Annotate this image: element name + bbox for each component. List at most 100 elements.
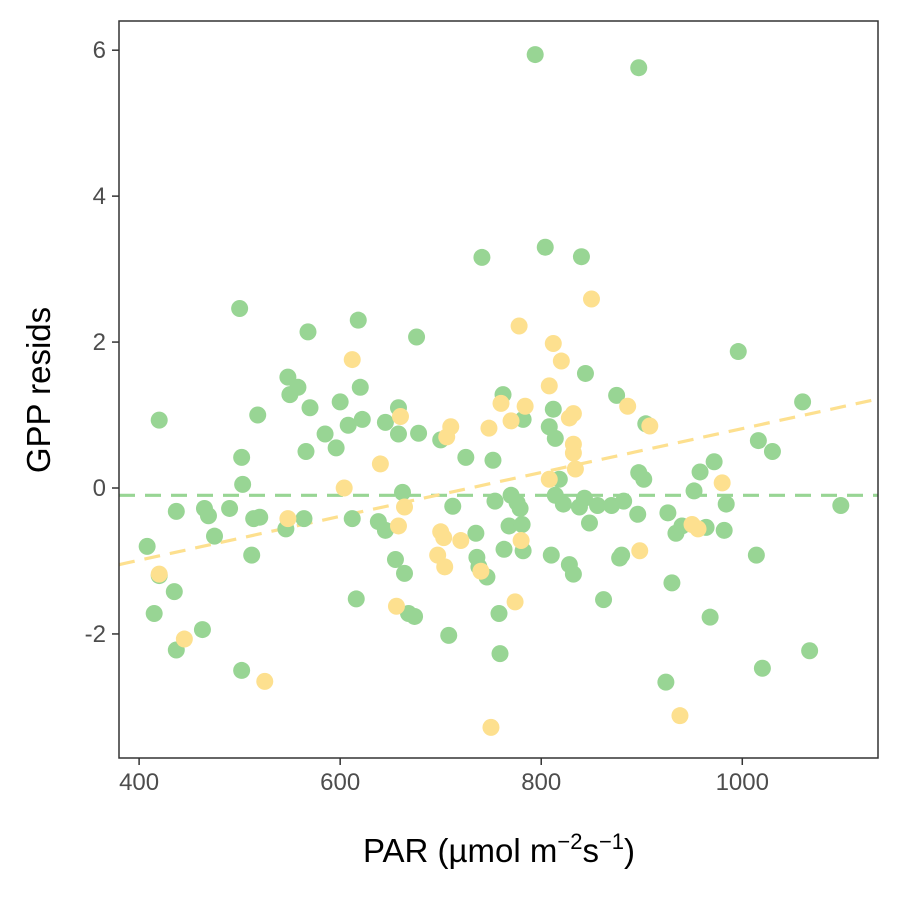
green-point bbox=[393, 483, 411, 501]
yellow-point bbox=[389, 517, 407, 535]
green-point bbox=[613, 546, 631, 564]
y-tick-label: 4 bbox=[93, 183, 106, 210]
yellow-point bbox=[387, 597, 405, 615]
green-point bbox=[491, 645, 509, 663]
green-point bbox=[353, 410, 371, 428]
yellow-point bbox=[510, 317, 528, 335]
green-point bbox=[511, 499, 529, 517]
green-point bbox=[615, 492, 633, 510]
green-point bbox=[749, 432, 767, 450]
green-point bbox=[376, 521, 394, 539]
green-point bbox=[589, 497, 607, 515]
green-point bbox=[657, 673, 675, 691]
green-point bbox=[580, 514, 598, 532]
green-point bbox=[233, 661, 251, 679]
green-point bbox=[231, 300, 249, 318]
green-point bbox=[243, 546, 261, 564]
green-point bbox=[630, 59, 648, 77]
x-tick-label: 800 bbox=[521, 769, 561, 796]
green-point bbox=[150, 411, 168, 429]
green-point bbox=[339, 416, 357, 434]
x-axis-title-mid: s bbox=[582, 832, 599, 869]
green-point bbox=[832, 497, 850, 515]
green-point bbox=[490, 605, 508, 623]
green-point bbox=[410, 424, 428, 442]
yellow-point bbox=[631, 542, 649, 560]
yellow-point bbox=[641, 417, 659, 435]
green-point bbox=[145, 605, 163, 623]
green-point bbox=[629, 505, 647, 523]
green-point bbox=[544, 400, 562, 418]
green-point bbox=[717, 495, 735, 513]
green-point bbox=[389, 425, 407, 443]
green-point bbox=[138, 537, 156, 555]
green-point bbox=[763, 443, 781, 461]
y-axis-title: GPP resids bbox=[20, 307, 57, 473]
green-point bbox=[691, 463, 709, 481]
green-point bbox=[221, 499, 239, 517]
green-point bbox=[331, 393, 349, 411]
green-point bbox=[495, 540, 513, 558]
yellow-point bbox=[619, 397, 637, 415]
green-point bbox=[513, 515, 531, 533]
yellow-point bbox=[436, 558, 454, 576]
green-point bbox=[473, 248, 491, 266]
green-point bbox=[635, 470, 653, 488]
green-point bbox=[564, 565, 582, 583]
green-point bbox=[467, 524, 485, 542]
green-point bbox=[327, 439, 345, 457]
green-point bbox=[747, 546, 765, 564]
green-point bbox=[297, 443, 315, 461]
green-point bbox=[165, 583, 183, 601]
green-point bbox=[659, 504, 677, 522]
green-point bbox=[289, 378, 307, 396]
yellow-point bbox=[566, 460, 584, 478]
green-point bbox=[705, 453, 723, 471]
green-point bbox=[484, 451, 502, 469]
yellow-point bbox=[452, 532, 470, 550]
yellow-point bbox=[689, 520, 707, 538]
green-point bbox=[206, 527, 224, 545]
green-point bbox=[536, 238, 554, 256]
x-tick-label: 1000 bbox=[716, 769, 769, 796]
green-point bbox=[526, 46, 544, 64]
green-point bbox=[715, 521, 733, 539]
x-axis-title-sup2: −1 bbox=[599, 829, 624, 854]
green-point bbox=[701, 608, 719, 626]
y-axis: -2 0 2 4 6 bbox=[85, 37, 119, 648]
yellow-point bbox=[482, 718, 500, 736]
yellow-point bbox=[540, 470, 558, 488]
green-point bbox=[233, 448, 251, 466]
green-point bbox=[406, 607, 424, 625]
yellow-point bbox=[544, 335, 562, 353]
green-point bbox=[685, 482, 703, 500]
green-point bbox=[396, 564, 414, 582]
green-point bbox=[349, 311, 367, 329]
yellow-point bbox=[480, 419, 498, 437]
yellow-point bbox=[175, 630, 193, 648]
green-point bbox=[440, 626, 458, 644]
green-point bbox=[295, 510, 313, 528]
yellow-point bbox=[713, 474, 731, 492]
yellow-point bbox=[492, 394, 510, 412]
yellow-point bbox=[335, 479, 353, 497]
green-point bbox=[444, 497, 462, 515]
fit-lines bbox=[118, 397, 879, 567]
yellow-point bbox=[442, 418, 460, 436]
x-axis: 400 600 800 1000 bbox=[119, 758, 769, 796]
yellow-point bbox=[564, 405, 582, 423]
x-axis-title-base: PAR (µmol m bbox=[363, 832, 557, 869]
yellow-point bbox=[671, 707, 689, 725]
green-point bbox=[167, 502, 185, 520]
yellow-point bbox=[552, 352, 570, 370]
green-point bbox=[546, 429, 564, 447]
green-point bbox=[608, 386, 626, 404]
green-point bbox=[572, 248, 590, 266]
yellow-point bbox=[582, 290, 600, 308]
x-axis-title-end: ) bbox=[624, 832, 635, 869]
y-tick-label: 0 bbox=[93, 475, 106, 502]
green-point bbox=[316, 425, 334, 443]
green-point bbox=[347, 590, 365, 608]
x-tick-label: 600 bbox=[320, 769, 360, 796]
